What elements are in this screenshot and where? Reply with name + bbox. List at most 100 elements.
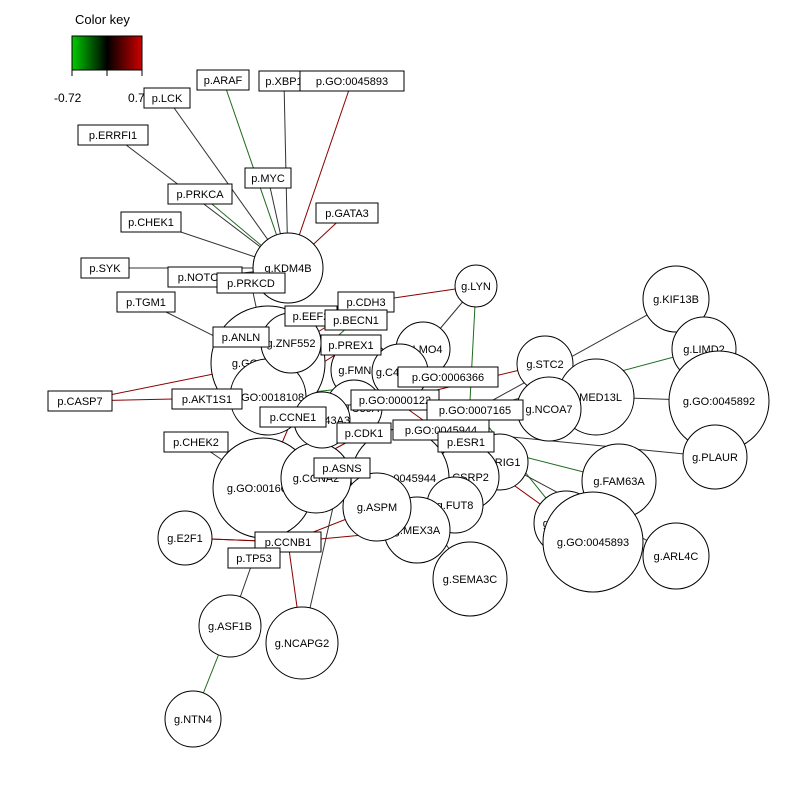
node-p-prkcd[interactable]: p.PRKCD [216, 272, 286, 294]
node-label: p.CDH3 [346, 297, 385, 309]
node-g-go-0045893[interactable]: g.GO:0045893 [542, 491, 644, 593]
node-p-go-0045893[interactable]: p.GO:0045893 [299, 70, 405, 92]
gene-node-circle [265, 606, 339, 680]
node-label: p.SYK [89, 263, 121, 275]
node-g-arl4c[interactable]: g.ARL4C [642, 522, 710, 590]
node-label: p.BECN1 [333, 315, 379, 327]
protein-node-box [320, 334, 382, 356]
node-label: g.NCOA7 [525, 404, 572, 416]
edge-g-kif13b-to-p-go-0007165 [474, 298, 677, 411]
node-p-tp53[interactable]: p.TP53 [227, 547, 281, 569]
node-label: p.ARAF [204, 75, 243, 87]
node-label: p.XBP1 [265, 76, 302, 88]
protein-node-box [167, 183, 233, 205]
protein-node-box [315, 202, 379, 224]
node-p-becn1[interactable]: p.BECN1 [324, 309, 388, 331]
protein-node-box [336, 422, 392, 444]
node-p-anln[interactable]: p.ANLN [212, 326, 270, 348]
node-label: p.ASNS [322, 463, 361, 475]
node-label: p.GO:0000122 [359, 395, 431, 407]
protein-node-box [324, 309, 388, 331]
node-label: g.ARL4C [654, 551, 699, 563]
node-p-go-0006366[interactable]: p.GO:0006366 [397, 366, 499, 388]
gene-node-circle [642, 265, 710, 333]
protein-node-box [397, 366, 499, 388]
color-key-min-label: -0.72 [54, 91, 82, 105]
node-g-e2f1[interactable]: g.E2F1 [157, 510, 213, 566]
node-p-gata3[interactable]: p.GATA3 [315, 202, 379, 224]
node-p-go-0000122[interactable]: p.GO:0000122 [350, 389, 440, 411]
node-p-syk[interactable]: p.SYK [80, 257, 130, 279]
node-label: g.KIF13B [653, 294, 699, 306]
node-g-ncapg2[interactable]: g.NCAPG2 [265, 606, 339, 680]
node-label: g.NCAPG2 [275, 638, 329, 650]
node-label: g.GO:0016032 [227, 483, 299, 495]
node-g-ncoa7[interactable]: g.NCOA7 [516, 376, 582, 442]
node-label: p.AKT1S1 [182, 394, 232, 406]
node-p-ccne1[interactable]: p.CCNE1 [259, 406, 327, 428]
node-label: p.PREX1 [328, 340, 373, 352]
node-g-sema3c[interactable]: g.SEMA3C [432, 541, 508, 617]
protein-node-box [259, 406, 327, 428]
node-label: g.MED13L [570, 392, 622, 404]
gene-node-circle [342, 472, 412, 542]
node-p-ccnb1[interactable]: p.CCNB1 [254, 531, 322, 553]
node-label: p.TP53 [236, 553, 271, 565]
node-p-xbp1[interactable]: p.XBP1 [258, 70, 310, 92]
node-label: g.ZNF552 [267, 338, 316, 350]
node-p-go-0007165[interactable]: p.GO:0007165 [426, 399, 524, 421]
color-key-max-label: 0.7 [128, 91, 145, 105]
protein-node-box [163, 431, 229, 453]
protein-node-box [313, 457, 371, 479]
node-p-chek2[interactable]: p.CHEK2 [163, 431, 229, 453]
node-label: g.GO:0045892 [683, 396, 755, 408]
node-g-kif13b[interactable]: g.KIF13B [642, 265, 710, 333]
node-g-stc2[interactable]: g.STC2 [516, 335, 574, 393]
node-label: g.KDM4B [264, 263, 311, 275]
protein-node-box [77, 124, 149, 146]
node-p-esr1[interactable]: p.ESR1 [437, 431, 495, 453]
node-label: p.CCNE1 [270, 412, 316, 424]
protein-node-box [254, 531, 322, 553]
node-label: p.EEF2 [293, 311, 330, 323]
node-p-errfi1[interactable]: p.ERRFI1 [77, 124, 149, 146]
protein-node-box [120, 211, 182, 233]
node-p-eef2[interactable]: p.EEF2 [284, 305, 338, 327]
node-label: p.TGM1 [126, 297, 166, 309]
protein-node-box [47, 390, 113, 412]
node-p-asns[interactable]: p.ASNS [313, 457, 371, 479]
node-label: g.E2F1 [167, 533, 202, 545]
node-p-lck[interactable]: p.LCK [143, 87, 191, 109]
node-label: p.CDK1 [345, 428, 384, 440]
node-g-go-0045892[interactable]: g.GO:0045892 [668, 350, 770, 452]
node-p-myc[interactable]: p.MYC [244, 167, 292, 189]
protein-node-box [116, 291, 176, 313]
node-p-akt1s1[interactable]: p.AKT1S1 [171, 388, 243, 410]
node-label: p.MYC [251, 173, 285, 185]
node-label: g.NTN4 [174, 714, 212, 726]
node-label: p.ESR1 [447, 437, 485, 449]
node-g-lyn[interactable]: g.LYN [454, 264, 498, 308]
gene-node-circle [164, 690, 222, 748]
protein-node-box [80, 257, 130, 279]
node-g-aspm[interactable]: g.ASPM [342, 472, 412, 542]
node-p-tgm1[interactable]: p.TGM1 [116, 291, 176, 313]
node-p-casp7[interactable]: p.CASP7 [47, 390, 113, 412]
node-p-prex1[interactable]: p.PREX1 [320, 334, 382, 356]
protein-node-box [437, 431, 495, 453]
node-p-prkca[interactable]: p.PRKCA [167, 183, 233, 205]
node-label: g.ASF1B [208, 621, 252, 633]
node-g-plaur[interactable]: g.PLAUR [682, 424, 748, 490]
node-p-chek1[interactable]: p.CHEK1 [120, 211, 182, 233]
node-label: g.GO:0045893 [557, 537, 629, 549]
node-label: p.CCNB1 [265, 537, 311, 549]
node-p-cdk1[interactable]: p.CDK1 [336, 422, 392, 444]
node-g-asf1b[interactable]: g.ASF1B [198, 594, 262, 658]
protein-node-box [196, 69, 250, 91]
node-g-ntn4[interactable]: g.NTN4 [164, 690, 222, 748]
node-p-cdh3[interactable]: p.CDH3 [337, 291, 395, 313]
node-label: p.ANLN [222, 332, 261, 344]
gene-node-circle [432, 541, 508, 617]
node-p-araf[interactable]: p.ARAF [196, 69, 250, 91]
